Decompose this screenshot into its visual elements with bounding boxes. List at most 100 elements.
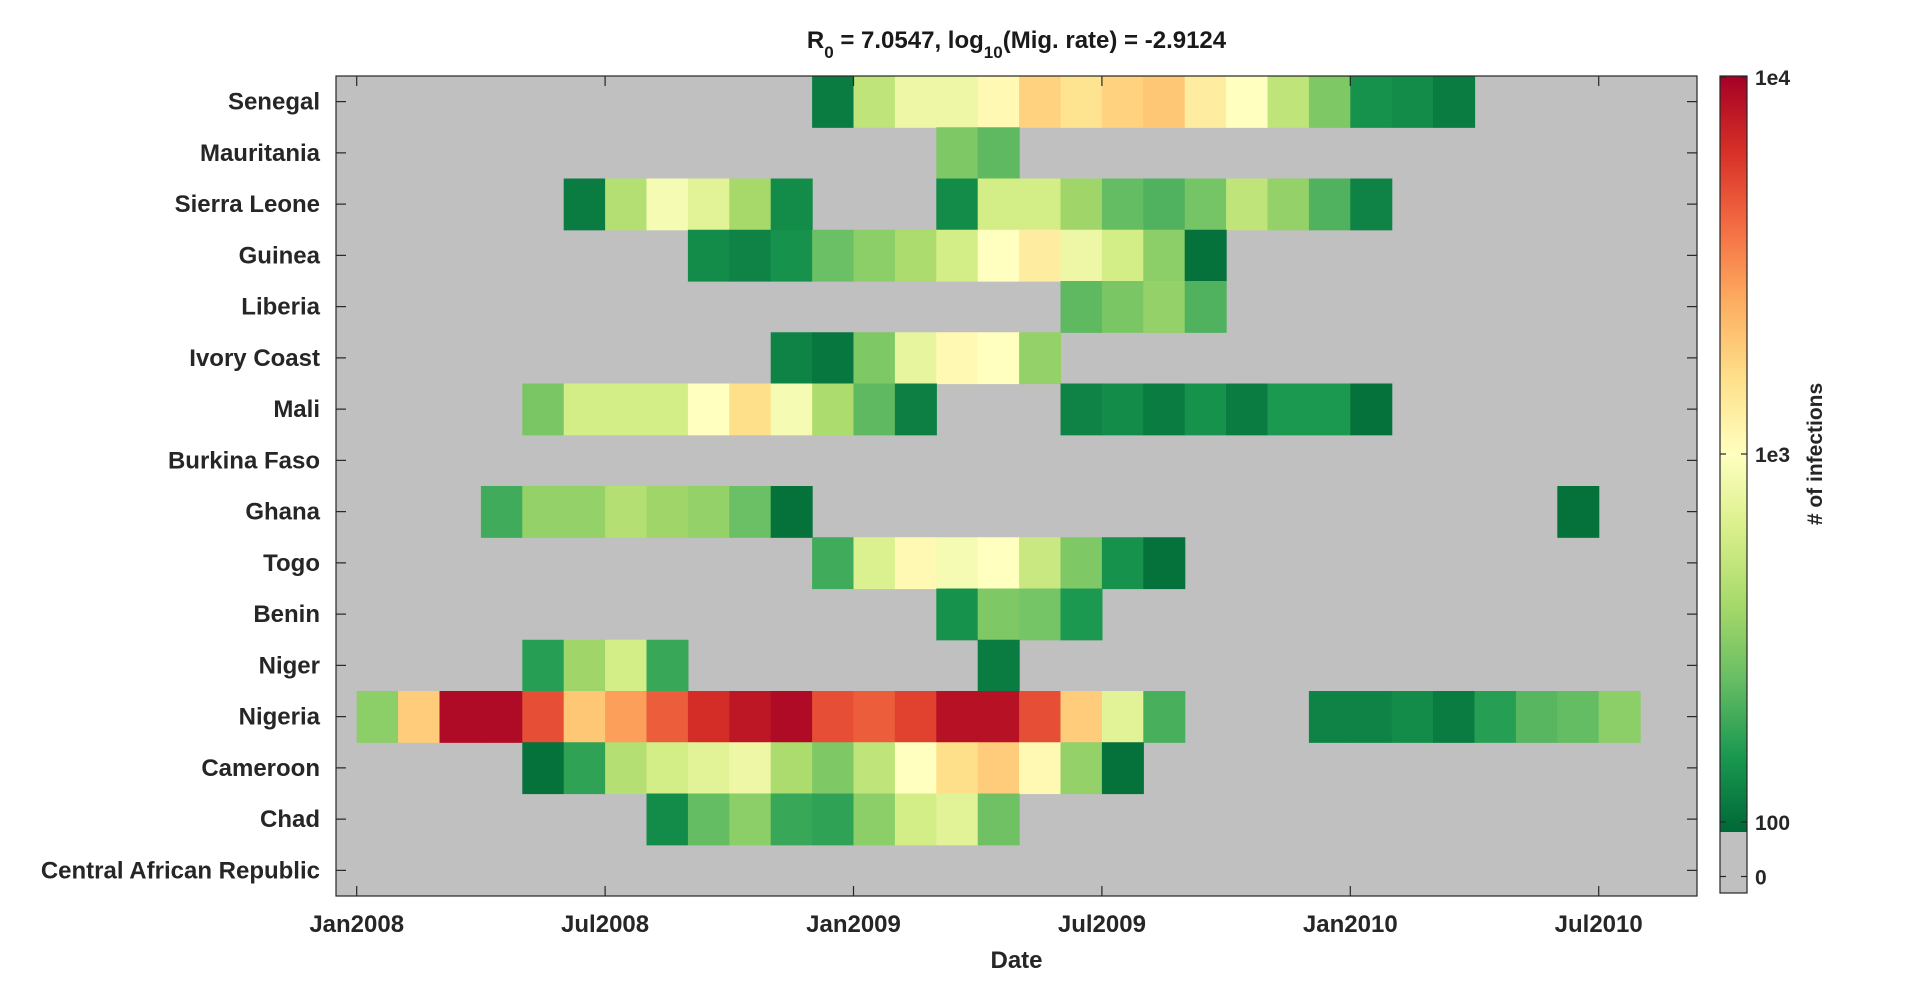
heatmap-cell — [1308, 178, 1351, 231]
heatmap-cell — [894, 383, 937, 436]
heatmap-cell — [1060, 178, 1103, 231]
heatmap-cell — [1350, 383, 1393, 436]
heatmap-cell — [1143, 537, 1186, 590]
heatmap-cell — [480, 486, 523, 538]
heatmap-cell — [1143, 76, 1186, 128]
chart-title: R0 = 7.0547, log10(Mig. rate) = -2.9124 — [807, 27, 1227, 62]
country-label: Cameroon — [201, 755, 320, 782]
heatmap-cell — [812, 332, 855, 385]
heatmap-cell — [729, 383, 772, 436]
country-label: Benin — [253, 601, 320, 628]
heatmap-cell — [812, 76, 855, 128]
heatmap-cell — [853, 229, 896, 282]
heatmap-cell — [770, 742, 813, 795]
heatmap-cell — [1557, 691, 1600, 743]
heatmap-cell — [729, 486, 772, 538]
heatmap-cell — [687, 691, 730, 743]
heatmap-cell — [605, 383, 648, 436]
country-label: Sierra Leone — [175, 191, 320, 218]
heatmap-cell — [894, 742, 937, 795]
heatmap-cell — [936, 537, 979, 590]
colorbar-frame — [1719, 75, 1748, 894]
x-tick-label: Jul2009 — [1058, 911, 1146, 938]
heatmap-cell — [1350, 691, 1393, 743]
heatmap-cell — [936, 332, 979, 385]
heatmap-cell — [1101, 229, 1144, 282]
heatmap-cell — [812, 793, 855, 846]
heatmap-cell — [1598, 691, 1641, 743]
heatmap-cell — [1433, 76, 1476, 128]
heatmap-cell — [977, 332, 1020, 385]
heatmap-cell — [1019, 742, 1062, 795]
heatmap-cell — [894, 537, 937, 590]
axis-ticks — [336, 76, 1697, 896]
heatmap-cell — [1391, 691, 1434, 743]
heatmap-cell — [894, 332, 937, 385]
heatmap-cell — [605, 639, 648, 692]
x-tick-label: Jan2008 — [309, 911, 404, 938]
heatmap-cell — [1101, 742, 1144, 795]
heatmap-cell — [605, 742, 648, 795]
heatmap-cell — [522, 639, 565, 692]
heatmap-cell — [480, 691, 523, 743]
heatmap-cell — [853, 793, 896, 846]
heatmap-cell — [1184, 281, 1227, 333]
country-label: Togo — [263, 550, 320, 577]
country-label: Central African Republic — [41, 857, 320, 884]
heatmap-cell — [894, 229, 937, 282]
heatmap-cell — [1557, 486, 1600, 538]
heatmap-cell — [1060, 383, 1103, 436]
heatmap-cell — [1101, 281, 1144, 333]
heatmap-cell — [1350, 76, 1393, 128]
heatmap-cell — [1060, 742, 1103, 795]
heatmap-cell — [977, 178, 1020, 231]
heatmap-cell — [646, 742, 689, 795]
heatmap-cell — [563, 383, 606, 436]
heatmap-cell — [1019, 691, 1062, 743]
heatmap-cell — [1019, 332, 1062, 385]
heatmap-cell — [770, 383, 813, 436]
heatmap-cell — [1019, 76, 1062, 128]
heatmap-cell — [605, 178, 648, 231]
heatmap-cell — [770, 793, 813, 846]
heatmap-cell — [977, 127, 1020, 180]
country-label: Nigeria — [239, 704, 321, 731]
heatmap-cell — [1184, 383, 1227, 436]
x-tick-label: Jan2009 — [806, 911, 901, 938]
heatmap-cell — [646, 793, 689, 846]
heatmap-cell — [522, 691, 565, 743]
heatmap-cell — [1433, 691, 1476, 743]
x-tick-label: Jan2010 — [1303, 911, 1398, 938]
heatmap-cell — [1060, 691, 1103, 743]
heatmap-cell — [605, 486, 648, 538]
heatmap-cell — [729, 793, 772, 846]
country-label: Mauritania — [200, 140, 321, 167]
heatmap-cell — [1226, 76, 1269, 128]
country-label: Chad — [260, 806, 320, 833]
heatmap-cell — [1143, 229, 1186, 282]
heatmap-cell — [936, 178, 979, 231]
country-label: Ivory Coast — [189, 345, 320, 372]
heatmap-cell — [1226, 383, 1269, 436]
heatmap-cell — [646, 691, 689, 743]
heatmap-cells — [336, 76, 1697, 896]
colorbar-tick-label: 0 — [1755, 867, 1767, 890]
heatmap-cell — [1101, 383, 1144, 436]
x-tick-label: Jul2010 — [1555, 911, 1643, 938]
heatmap-cell — [977, 691, 1020, 743]
heatmap-cell — [894, 76, 937, 128]
x-axis-labels: Jan2008 Jul2008 Jan2009 Jul2009 Jan2010 Jul20… — [309, 911, 1642, 938]
heatmap-cell — [1267, 178, 1310, 231]
heatmap-cell — [356, 691, 399, 743]
heatmap-cell — [522, 383, 565, 436]
heatmap-cell — [687, 229, 730, 282]
heatmap-cell — [1101, 691, 1144, 743]
heatmap-cell — [936, 742, 979, 795]
heatmap-cell — [729, 178, 772, 231]
heatmap-cell — [770, 229, 813, 282]
heatmap-cell — [894, 691, 937, 743]
country-label: Mali — [273, 396, 320, 423]
heatmap-cell — [1060, 281, 1103, 333]
heatmap-cell — [1060, 76, 1103, 128]
